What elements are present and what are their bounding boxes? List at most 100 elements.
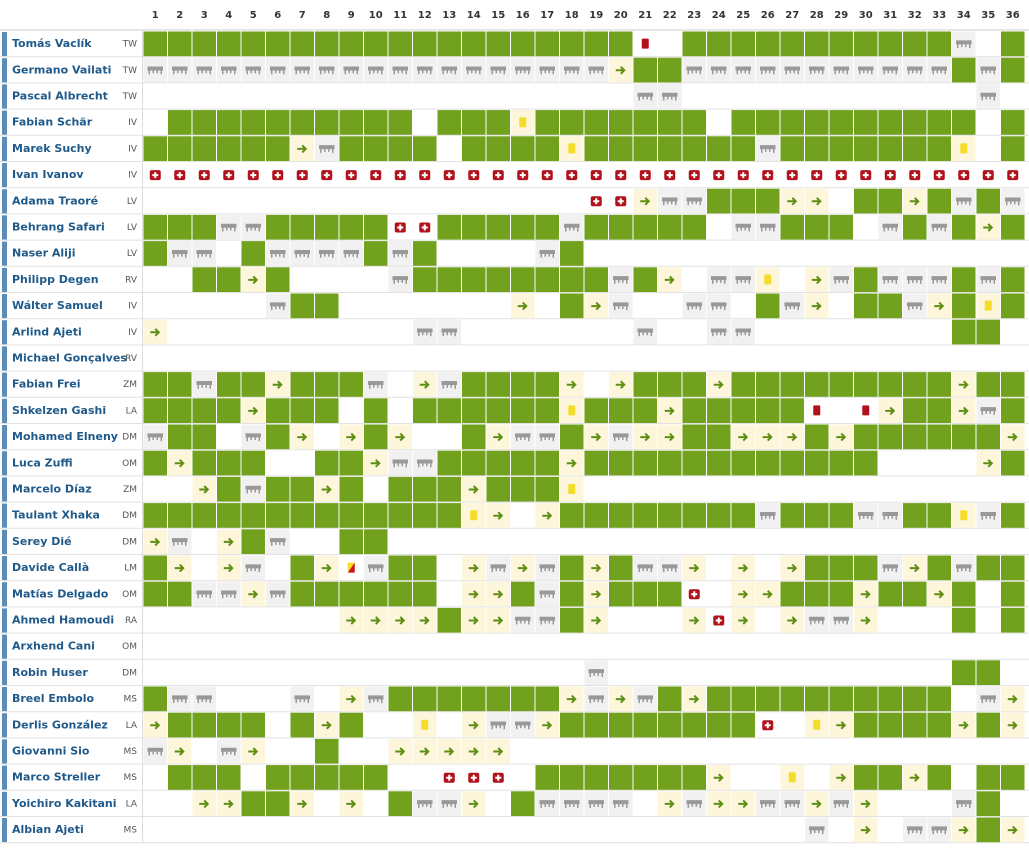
injury-cross xyxy=(348,172,355,179)
injury-cross xyxy=(519,172,526,179)
injury-cross xyxy=(250,172,257,179)
player-position: MS xyxy=(124,747,138,757)
matchday: 26 xyxy=(761,10,775,21)
arrow-icon xyxy=(713,380,724,389)
bench-icon xyxy=(392,249,408,258)
played xyxy=(462,450,486,476)
played xyxy=(437,476,461,502)
arrow-icon xyxy=(811,799,822,809)
player-name: Serey Dié xyxy=(12,535,72,548)
injury-cross xyxy=(715,172,722,179)
played xyxy=(560,267,584,292)
played xyxy=(241,110,265,135)
bench-icon xyxy=(784,66,800,75)
played xyxy=(560,424,584,450)
played xyxy=(535,372,559,397)
played xyxy=(854,555,878,581)
matchday: 29 xyxy=(834,10,848,21)
bench-icon xyxy=(270,66,286,75)
played xyxy=(805,110,829,135)
row-accent xyxy=(2,529,7,554)
played xyxy=(854,686,878,712)
row-accent xyxy=(2,163,7,188)
played xyxy=(217,398,241,423)
injury-cross xyxy=(495,774,502,781)
matchday: 17 xyxy=(540,10,554,21)
bench-icon xyxy=(490,66,506,75)
bench-icon xyxy=(319,145,335,153)
arrow-icon xyxy=(787,563,798,573)
bench-icon xyxy=(637,92,653,101)
played xyxy=(241,712,265,738)
played xyxy=(903,398,927,423)
injury-cross xyxy=(887,172,894,179)
played xyxy=(1001,31,1025,57)
played xyxy=(535,450,559,476)
played xyxy=(609,712,633,738)
player-position: IV xyxy=(128,144,138,154)
arrow-icon xyxy=(346,799,357,809)
arrow-icon xyxy=(664,432,675,442)
player-position: RA xyxy=(125,616,138,626)
played xyxy=(290,555,314,581)
yellow-card xyxy=(421,719,429,730)
arrow-icon xyxy=(640,197,651,206)
arrow-icon xyxy=(493,432,504,442)
player-row: Behrang Safari LV xyxy=(0,214,1029,241)
played xyxy=(168,214,192,240)
bench-icon xyxy=(882,223,898,232)
player-name: Taulant Xhaka xyxy=(12,509,100,522)
played xyxy=(364,110,388,135)
played xyxy=(584,110,608,135)
played xyxy=(658,372,682,397)
injury-cross xyxy=(617,172,624,179)
played xyxy=(952,267,976,292)
arrow-icon xyxy=(615,66,626,75)
played xyxy=(266,424,290,450)
matchday: 33 xyxy=(932,10,946,21)
played xyxy=(413,267,437,292)
played xyxy=(535,398,559,423)
played xyxy=(780,686,804,712)
player-position: DM xyxy=(122,537,137,547)
played xyxy=(903,712,927,738)
arrow-icon xyxy=(321,485,332,494)
bench-icon xyxy=(441,328,457,337)
player-name: Marco Streller xyxy=(12,771,101,784)
played xyxy=(682,214,706,240)
bench-icon xyxy=(294,249,310,258)
matchday: 23 xyxy=(687,10,701,21)
played xyxy=(976,712,1000,738)
row-accent xyxy=(2,58,7,83)
played xyxy=(658,214,682,240)
played xyxy=(780,450,804,476)
played xyxy=(633,267,657,292)
played xyxy=(854,110,878,135)
bench-icon xyxy=(613,800,629,808)
injury-cross xyxy=(323,172,330,179)
arrow-icon xyxy=(738,799,749,809)
player-name: Luca Zuffi xyxy=(12,456,73,469)
played xyxy=(731,136,755,161)
played xyxy=(462,398,486,423)
played xyxy=(878,686,902,712)
bench-icon xyxy=(588,669,604,677)
arrow-icon xyxy=(836,432,847,442)
played xyxy=(388,686,412,712)
played xyxy=(927,555,951,581)
played xyxy=(290,293,314,319)
bench-icon xyxy=(760,66,776,75)
played xyxy=(462,424,486,450)
played xyxy=(241,529,265,554)
played xyxy=(903,110,927,135)
played xyxy=(658,712,682,738)
played xyxy=(707,450,731,476)
bench-icon xyxy=(760,511,776,520)
played xyxy=(266,398,290,423)
played xyxy=(805,450,829,476)
player-position: LV xyxy=(127,249,138,259)
bench-icon xyxy=(196,249,212,258)
matchday: 20 xyxy=(614,10,628,21)
played xyxy=(315,110,339,135)
arrow-icon xyxy=(591,616,602,625)
